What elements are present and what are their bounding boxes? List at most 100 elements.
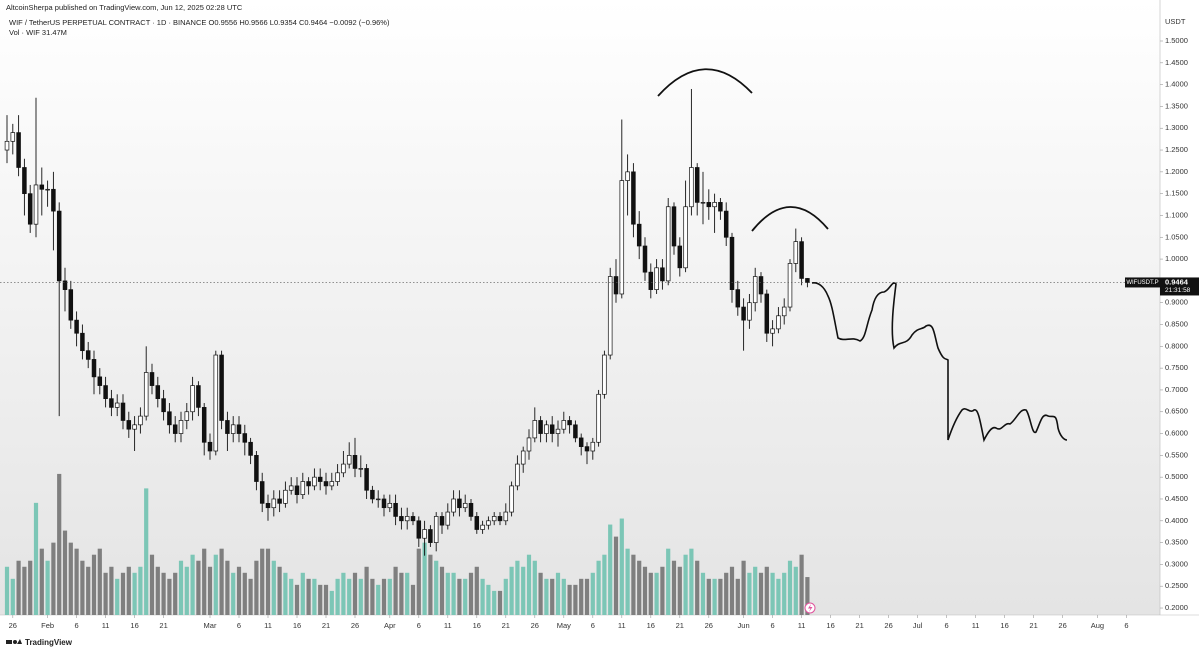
volume-bar xyxy=(4,566,10,615)
volume-bar xyxy=(521,566,526,615)
volume-bar xyxy=(109,566,114,615)
candle-body xyxy=(457,498,462,509)
x-tick-label: 6 xyxy=(945,621,949,630)
volume-bar xyxy=(144,488,149,615)
plot-background xyxy=(0,0,1160,615)
volume-bar xyxy=(648,572,653,615)
volume-bar xyxy=(538,572,543,615)
candle-body xyxy=(735,289,741,308)
volume-bar xyxy=(68,542,73,615)
volume-bar xyxy=(306,578,311,615)
volume-bar xyxy=(155,566,160,615)
y-tick-label: 1.1500 xyxy=(1165,189,1188,198)
volume-bar xyxy=(799,554,804,615)
x-tick-label: 11 xyxy=(444,621,452,630)
candle-body xyxy=(91,359,97,378)
candle-body xyxy=(433,516,439,543)
candle-body xyxy=(85,350,91,360)
x-tick-label: 16 xyxy=(473,621,481,630)
volume-bar xyxy=(532,560,537,615)
x-tick-label: 6 xyxy=(417,621,421,630)
volume-bar xyxy=(735,578,740,615)
candle-body xyxy=(39,184,45,190)
volume-bar xyxy=(468,572,474,615)
y-tick-label: 1.1000 xyxy=(1165,210,1188,219)
volume-bar xyxy=(149,554,155,615)
volume-bar xyxy=(97,548,102,615)
volume-bar xyxy=(16,560,21,615)
volume-bar xyxy=(642,566,648,615)
y-tick-label: 0.3500 xyxy=(1165,538,1188,547)
candle-body xyxy=(306,481,311,487)
candle-body xyxy=(399,516,404,522)
candle-body xyxy=(294,485,300,495)
x-tick-label: 26 xyxy=(9,621,17,630)
price-tag: 0.9464 xyxy=(1165,277,1189,286)
volume-bar xyxy=(776,578,781,615)
volume-bar xyxy=(318,584,323,615)
candle-body xyxy=(520,450,526,465)
y-tick-label: 0.8000 xyxy=(1165,341,1188,350)
volume-bar xyxy=(74,548,79,615)
y-tick-label: 1.0000 xyxy=(1165,254,1188,263)
candle-body xyxy=(764,293,770,334)
candle-body xyxy=(515,463,520,487)
candle-body xyxy=(184,411,190,421)
candle-body xyxy=(381,498,387,509)
volume-bar xyxy=(434,560,439,615)
x-tick-label: 21 xyxy=(676,621,684,630)
volume-bar xyxy=(579,578,584,615)
countdown: 21:31:58 xyxy=(1165,287,1191,294)
y-tick-label: 0.2500 xyxy=(1165,581,1188,590)
volume-bar xyxy=(277,566,282,615)
candle-body xyxy=(625,171,630,181)
volume-bar xyxy=(706,578,711,615)
volume-bar xyxy=(126,566,131,615)
volume-bar xyxy=(584,578,590,615)
candle-body xyxy=(22,167,27,195)
y-tick-label: 0.4000 xyxy=(1165,516,1188,525)
candle-body xyxy=(248,441,253,456)
volume-bar xyxy=(103,572,108,615)
volume-bar xyxy=(567,584,572,615)
volume-bar xyxy=(700,572,706,615)
candle-body xyxy=(561,420,567,430)
candle-body xyxy=(631,171,636,225)
candle-body xyxy=(225,420,230,434)
candle-body xyxy=(317,476,323,482)
candle-body xyxy=(45,188,50,191)
candle-body xyxy=(718,202,723,212)
candle-body xyxy=(62,280,68,290)
footer-logo xyxy=(6,639,22,644)
footer-brand: TradingView xyxy=(25,638,73,647)
x-tick-label: 21 xyxy=(855,621,863,630)
volume-bar xyxy=(120,572,126,615)
candle-body xyxy=(567,420,572,426)
replay-icon xyxy=(804,602,816,614)
x-tick-label: 11 xyxy=(618,621,626,630)
volume-bar xyxy=(724,572,729,615)
volume-bar xyxy=(463,578,468,615)
candle-body xyxy=(770,328,775,334)
candle-body xyxy=(283,489,288,504)
volume-bar xyxy=(416,548,421,615)
candle-body xyxy=(109,398,114,408)
candle-body xyxy=(149,372,155,386)
candle-body xyxy=(341,463,346,474)
volume-bar xyxy=(248,578,253,615)
candle-body xyxy=(439,516,445,526)
volume-bar xyxy=(619,518,624,615)
y-tick-label: 0.5000 xyxy=(1165,472,1188,481)
candle-body xyxy=(259,481,265,504)
y-tick-label: 0.9000 xyxy=(1165,298,1188,307)
candle-body xyxy=(277,498,282,504)
candle-body xyxy=(138,415,143,426)
volume-bar xyxy=(793,566,798,615)
volume-bar xyxy=(178,560,184,615)
candle-body xyxy=(712,202,717,208)
candle-body xyxy=(747,302,752,321)
candle-body xyxy=(329,481,335,487)
volume-bar xyxy=(561,578,566,615)
volume-bar xyxy=(312,578,317,615)
